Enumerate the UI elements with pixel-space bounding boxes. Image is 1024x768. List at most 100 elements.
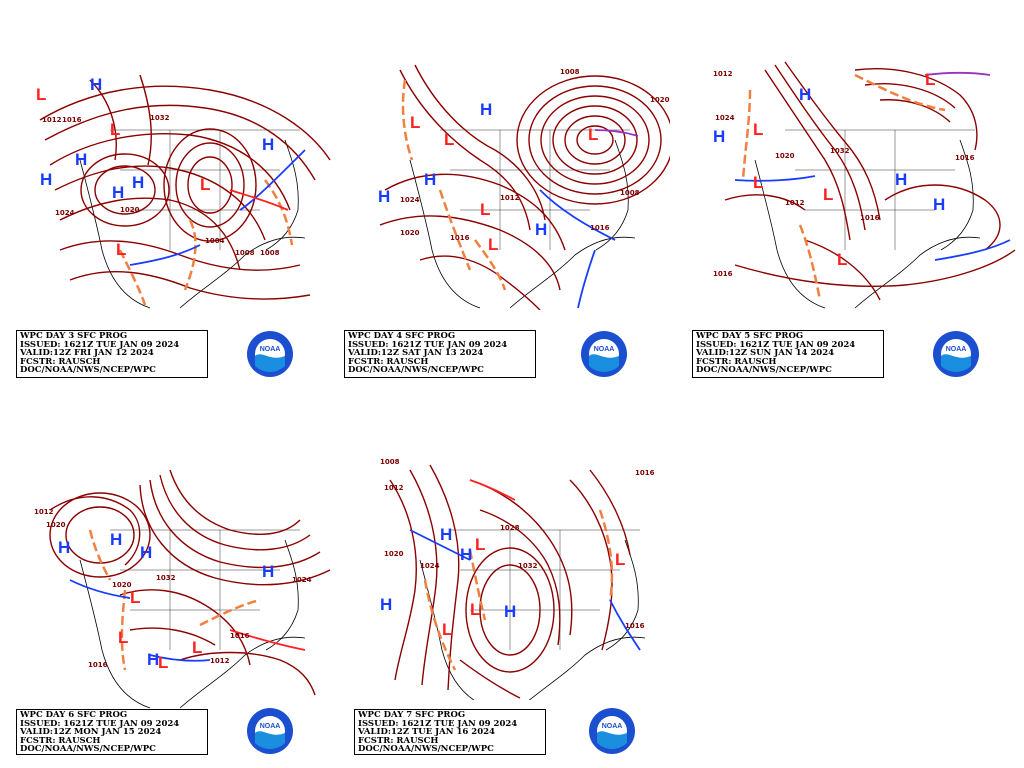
isobar-label: 1008: [620, 189, 640, 197]
noaa-logo: NOAA: [588, 707, 636, 755]
surface-map-day7: H H H H L L L L 1008 1012 1016 1020 1024…: [370, 450, 670, 700]
isobar-label: 1012: [210, 657, 230, 665]
isobar-label: 1008: [380, 458, 400, 466]
high-center: H: [110, 530, 122, 549]
isobar-label: 1008: [560, 68, 580, 76]
low-center: L: [823, 185, 833, 204]
map-graphic: H H H H H H L L L L 1012 1016 1024 1020 …: [36, 74, 331, 309]
high-center: H: [262, 562, 274, 581]
issued-time: ISSUED: 1621Z TUE JAN 09 2024: [358, 719, 518, 729]
isobar-label: 1024: [400, 196, 420, 204]
forecaster: FCSTR: RAUSCH: [696, 357, 777, 367]
isobar-label: 1032: [156, 574, 176, 582]
isobar-label: 1016: [860, 214, 880, 222]
low-center: L: [925, 70, 935, 89]
isobar-label: 1020: [120, 206, 140, 214]
high-center: H: [460, 545, 472, 564]
isobar-label: 1012: [34, 508, 54, 516]
product-title: WPC DAY 4 SFC PROG: [348, 332, 456, 341]
prog-panel-day5: H H H H L L L L L 1012 1024 1020 1012 10…: [690, 0, 1024, 380]
low-center: L: [588, 125, 598, 144]
prog-panel-day4: H H H H L L L L L 1008 1020 1024 1016 10…: [340, 0, 680, 380]
forecast-info-box: WPC DAY 3 SFC PROG ISSUED: 1621Z TUE JAN…: [16, 330, 208, 378]
low-center: L: [488, 235, 498, 254]
isobar-label: 1012: [42, 116, 62, 124]
low-center: L: [615, 550, 625, 569]
isobar-label: 1024: [292, 576, 312, 584]
map-graphic: H H H H L L L L L 1008 1020 1024 1016 10…: [378, 64, 670, 310]
isobar-label: 1032: [150, 114, 170, 122]
isobar-label: 1032: [518, 562, 538, 570]
svg-text:NOAA: NOAA: [260, 723, 281, 730]
forecast-info-box: WPC DAY 4 SFC PROG ISSUED: 1621Z TUE JAN…: [344, 330, 536, 378]
forecaster: FCSTR: RAUSCH: [358, 736, 439, 746]
issued-time: ISSUED: 1621Z TUE JAN 09 2024: [20, 719, 180, 729]
noaa-logo: NOAA: [932, 330, 980, 378]
high-center: H: [440, 525, 452, 544]
high-center: H: [504, 602, 516, 621]
high-center: H: [112, 183, 124, 202]
valid-time: VALID:12Z FRI JAN 12 2024: [20, 349, 154, 358]
isobar-label: 1024: [715, 114, 735, 122]
high-center: H: [535, 220, 547, 239]
svg-text:NOAA: NOAA: [946, 346, 967, 353]
high-center: H: [378, 187, 390, 206]
isobar-label: 1016: [713, 270, 733, 278]
forecaster: FCSTR: RAUSCH: [348, 357, 429, 367]
high-center: H: [140, 543, 152, 562]
surface-map-day3: H H H H H H L L L L 1012 1016 1024 1020 …: [30, 50, 340, 310]
product-title: WPC DAY 6 SFC PROG: [20, 711, 128, 720]
low-center: L: [118, 628, 128, 647]
surface-map-day4: H H H H L L L L L 1008 1020 1024 1016 10…: [360, 50, 670, 310]
high-center: H: [147, 650, 159, 669]
noaa-logo: NOAA: [246, 330, 294, 378]
isobar-label: 1024: [420, 562, 440, 570]
isobar-label: 1016: [590, 224, 610, 232]
surface-map-day6: H H H H H L L L L 1012 1020 1020 1032 10…: [30, 450, 340, 715]
isobar-label: 1016: [635, 469, 655, 477]
isobar-label: 1016: [88, 661, 108, 669]
high-center: H: [713, 127, 725, 146]
isobar-label: 1032: [830, 147, 850, 155]
high-center: H: [58, 538, 70, 557]
low-center: L: [116, 240, 126, 259]
product-title: WPC DAY 5 SFC PROG: [696, 332, 804, 341]
map-graphic: H H H H H L L L L 1012 1020 1020 1032 10…: [34, 469, 331, 709]
prog-panel-day6: H H H H H L L L L 1012 1020 1020 1032 10…: [0, 420, 340, 768]
agency: DOC/NOAA/NWS/NCEP/WPC: [358, 745, 494, 754]
agency: DOC/NOAA/NWS/NCEP/WPC: [348, 366, 484, 375]
map-graphic: H H H H L L L L 1008 1012 1016 1020 1024…: [380, 458, 655, 700]
high-center: H: [90, 75, 102, 94]
low-center: L: [470, 600, 480, 619]
isobar-label: 1012: [500, 194, 520, 202]
forecast-info-box: WPC DAY 7 SFC PROG ISSUED: 1621Z TUE JAN…: [354, 709, 546, 755]
high-center: H: [480, 100, 492, 119]
low-center: L: [410, 113, 420, 132]
forecast-info-box: WPC DAY 5 SFC PROG ISSUED: 1621Z TUE JAN…: [692, 330, 884, 378]
isobar-label: 1004: [205, 237, 225, 245]
svg-text:NOAA: NOAA: [602, 723, 623, 730]
noaa-logo: NOAA: [580, 330, 628, 378]
low-center: L: [753, 173, 763, 192]
isobar-label: 1020: [112, 581, 132, 589]
low-center: L: [480, 200, 490, 219]
isobar-label: 1016: [62, 116, 82, 124]
isobar-label: 1012: [713, 70, 733, 78]
low-center: L: [444, 130, 454, 149]
prog-panel-day7: H H H H L L L L 1008 1012 1016 1020 1024…: [340, 420, 680, 768]
map-graphic: H H H H L L L L L 1012 1024 1020 1012 10…: [713, 61, 1016, 309]
low-center: L: [36, 85, 46, 104]
isobar-label: 1012: [785, 199, 805, 207]
forecast-info-box: WPC DAY 6 SFC PROG ISSUED: 1621Z TUE JAN…: [16, 709, 208, 755]
product-title: WPC DAY 3 SFC PROG: [20, 332, 128, 341]
high-center: H: [799, 85, 811, 104]
issued-time: ISSUED: 1621Z TUE JAN 09 2024: [696, 340, 856, 350]
low-center: L: [200, 175, 210, 194]
high-center: H: [895, 170, 907, 189]
low-center: L: [110, 120, 120, 139]
agency: DOC/NOAA/NWS/NCEP/WPC: [20, 745, 156, 754]
isobar-label: 1016: [625, 622, 645, 630]
low-center: L: [158, 653, 168, 672]
high-center: H: [40, 170, 52, 189]
noaa-logo: NOAA: [246, 707, 294, 755]
